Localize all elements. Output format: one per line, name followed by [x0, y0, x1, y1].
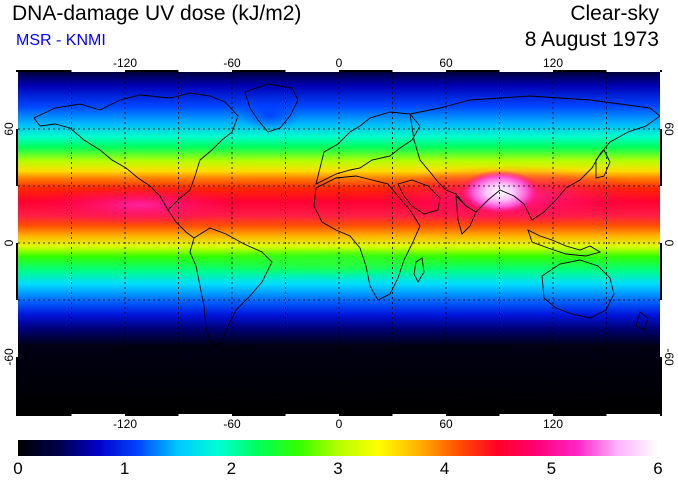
frame-tick-segment [71, 70, 125, 72]
frame-tick-segment [16, 72, 18, 129]
arabia-coast [397, 179, 441, 215]
japan-coast [595, 149, 611, 179]
date-label: 8 August 1973 [524, 28, 659, 51]
latitude-tick-label: -60 [662, 348, 676, 366]
longitude-tick-label: 0 [336, 417, 343, 431]
frame-tick-segment [285, 414, 339, 416]
longitude-tick-label: 60 [439, 417, 453, 431]
right-latitude-labels: 60 0 -60 [662, 122, 676, 366]
colorbar-tick-label: 2 [227, 459, 236, 478]
frame-tick-segment [71, 414, 125, 416]
frame-tick-segment [499, 414, 553, 416]
left-latitude-labels: 60 0 -60 [2, 122, 16, 366]
top-longitude-labels: -120 -60 0 60 120 [113, 56, 563, 70]
frame-tick-segment [660, 186, 662, 243]
frame-tick-segment [392, 414, 446, 416]
colorbar-tick-label: 4 [440, 459, 449, 478]
frame-tick-segment [606, 70, 660, 72]
bottom-longitude-labels: -120 -60 0 60 120 [113, 417, 563, 431]
europe-coast [315, 111, 421, 185]
frame-tick-segment [660, 300, 662, 357]
frame-tick-segment [285, 70, 339, 72]
map-title: DNA-damage UV dose (kJ/m2) [12, 2, 302, 25]
new-zealand-coast [635, 311, 649, 331]
longitude-tick-label: 0 [336, 56, 343, 70]
india-coast [455, 194, 477, 235]
tibet-peak-region [460, 170, 540, 214]
source-label: MSR - KNMI [16, 32, 106, 49]
colorbar-tick-label: 1 [120, 459, 129, 478]
australia-coast [541, 259, 615, 319]
pacific-high-region [30, 185, 250, 225]
colorbar [18, 440, 658, 456]
frame-tick-segment [392, 70, 446, 72]
colorbar-tick-label: 6 [653, 459, 662, 478]
asia-coast [409, 95, 660, 221]
frame-tick-segment [499, 70, 553, 72]
latitude-tick-label: -60 [2, 348, 16, 366]
greenland-low-region [240, 99, 300, 131]
latitude-tick-label: 0 [2, 239, 16, 246]
frame-tick-segment [178, 414, 232, 416]
longitude-tick-label: -60 [223, 417, 241, 431]
africa-coast [313, 175, 421, 301]
longitude-tick-label: 120 [543, 417, 563, 431]
north-america-coast [33, 92, 239, 211]
longitude-tick-label: -120 [113, 56, 137, 70]
colorbar-labels: 0 1 2 3 4 5 6 [13, 459, 662, 478]
colorbar-tick-label: 0 [13, 459, 22, 478]
southeast-asia-islands [527, 229, 602, 257]
frame-tick-segment [16, 186, 18, 243]
antarctica-coast [18, 391, 660, 401]
frame-tick-segment [606, 414, 660, 416]
greenland-coast [244, 83, 299, 133]
frame-tick-segment [178, 70, 232, 72]
frame-tick-segment [16, 300, 18, 357]
frame-tick-segment [660, 72, 662, 129]
colorbar-tick-label: 3 [333, 459, 342, 478]
latitude-tick-label: 0 [662, 240, 676, 247]
latitude-tick-label: 60 [2, 122, 16, 136]
frame-ticks [16, 70, 662, 416]
graticule [18, 72, 660, 414]
central-america-coast [159, 195, 195, 239]
longitude-tick-label: -60 [223, 56, 241, 70]
latitude-tick-label: 60 [662, 122, 676, 136]
longitude-tick-label: 60 [439, 56, 453, 70]
longitude-tick-label: 120 [543, 56, 563, 70]
longitude-tick-label: -120 [113, 417, 137, 431]
southern-green-band [190, 248, 470, 276]
colorbar-tick-label: 5 [547, 459, 556, 478]
madagascar-coast [413, 257, 425, 283]
sky-condition-label: Clear-sky [570, 2, 659, 25]
